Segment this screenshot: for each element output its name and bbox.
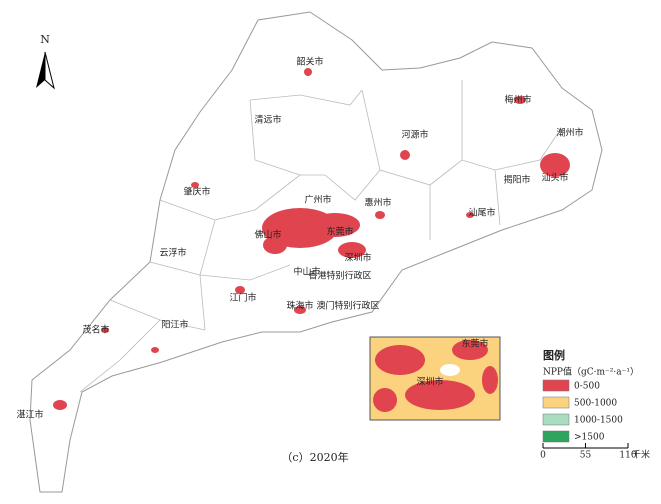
scale-unit: 千米	[632, 449, 650, 461]
scale-tick-label: 110	[619, 451, 636, 461]
legend-label: 0-500	[574, 382, 600, 392]
legend-label: 1000-1500	[574, 416, 623, 426]
inset-city-label: 深圳市	[416, 376, 443, 388]
city-label: 云浮市	[159, 247, 186, 259]
city-label: 深圳市	[344, 252, 371, 264]
legend-label: 500-1000	[574, 399, 617, 409]
province-outline	[29, 11, 603, 493]
city-label: 香港特别行政区	[308, 270, 371, 282]
map-caption: （c）2020年	[281, 450, 348, 464]
city-label: 惠州市	[364, 197, 391, 209]
city-label: 珠海市	[286, 300, 313, 312]
npp-patches	[53, 68, 570, 410]
north-label: N	[40, 33, 50, 46]
city-label: 东莞市	[326, 226, 353, 238]
city-label: 湛江市	[16, 409, 43, 421]
city-label: 茂名市	[82, 324, 109, 336]
city-label: 梅州市	[504, 94, 531, 106]
city-label: 汕头市	[541, 172, 568, 184]
city-label: 阳江市	[161, 319, 188, 331]
city-label: 肇庆市	[183, 186, 210, 198]
north-arrow: N	[36, 33, 55, 90]
legend-swatch	[542, 396, 570, 409]
legend-title: 图例	[543, 348, 565, 362]
city-label: 河源市	[401, 129, 428, 141]
city-label: 潮州市	[556, 127, 583, 139]
city-label: 中山市	[293, 266, 320, 278]
province-map	[29, 11, 603, 493]
scale-tick-label: 55	[580, 451, 592, 461]
legend-swatch	[542, 413, 570, 426]
city-label: 澳门特别行政区	[316, 300, 379, 312]
legend-swatch	[542, 430, 570, 443]
scale-tick-label: 0	[540, 451, 546, 461]
city-boundaries	[79, 80, 561, 393]
city-label: 江门市	[229, 292, 256, 304]
city-label: 揭阳市	[503, 174, 530, 186]
inset-map	[369, 336, 501, 421]
legend-label: >1500	[574, 433, 605, 443]
legend-unit: NPP值（gC·m⁻²·a⁻¹）	[543, 366, 639, 378]
city-label: 韶关市	[296, 56, 323, 68]
city-label: 清远市	[254, 114, 281, 126]
city-label: 佛山市	[254, 229, 281, 241]
city-label: 汕尾市	[468, 207, 495, 219]
inset-city-label: 东莞市	[461, 338, 488, 350]
legend-swatch	[542, 379, 570, 392]
city-label: 广州市	[304, 194, 331, 206]
